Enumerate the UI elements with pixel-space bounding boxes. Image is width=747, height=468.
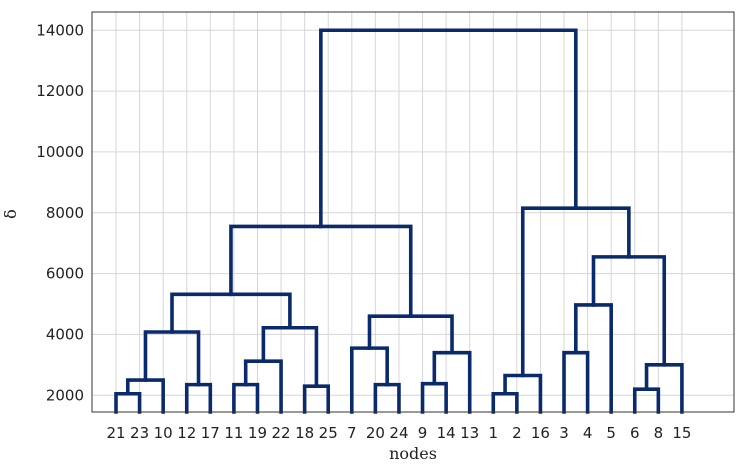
y-tick-label: 8000 bbox=[46, 204, 84, 222]
x-tick-label: 6 bbox=[630, 424, 640, 442]
y-tick-label: 10000 bbox=[36, 143, 84, 161]
y-tick-label: 2000 bbox=[46, 386, 84, 404]
y-axis-label: δ bbox=[1, 209, 20, 219]
dendrogram-link-24 bbox=[319, 28, 578, 229]
dendrogram-link-6 bbox=[243, 359, 283, 414]
x-tick-label: 20 bbox=[366, 424, 385, 442]
x-tick-label: 3 bbox=[559, 424, 569, 442]
dendrogram-link-7 bbox=[302, 384, 331, 414]
dendrogram-link-2 bbox=[125, 378, 165, 414]
dendrogram-link-5 bbox=[232, 382, 260, 414]
dendrogram-link-19 bbox=[574, 303, 613, 414]
dendrogram-link-20 bbox=[632, 387, 661, 414]
x-tick-label: 4 bbox=[583, 424, 593, 442]
x-tick-label: 18 bbox=[295, 424, 314, 442]
dendrogram-link-3 bbox=[184, 382, 213, 414]
y-axis-ticks: 2000 4000 6000 8000 10000 12000 14000 bbox=[36, 21, 84, 404]
x-tick-label: 17 bbox=[201, 424, 220, 442]
x-tick-label: 23 bbox=[130, 424, 149, 442]
x-tick-label: 7 bbox=[347, 424, 357, 442]
x-tick-label: 25 bbox=[319, 424, 338, 442]
dendrogram-link-16 bbox=[491, 391, 519, 414]
x-tick-label: 10 bbox=[154, 424, 173, 442]
dendrogram-link-22 bbox=[591, 255, 667, 367]
y-tick-label: 4000 bbox=[46, 325, 84, 343]
dendrogram-link-18 bbox=[562, 350, 590, 414]
x-tick-label: 22 bbox=[272, 424, 291, 442]
x-tick-label: 13 bbox=[460, 424, 479, 442]
dendrogram-link-4 bbox=[143, 330, 201, 387]
x-tick-label: 2 bbox=[512, 424, 522, 442]
x-tick-label: 16 bbox=[531, 424, 550, 442]
x-tick-label: 14 bbox=[437, 424, 456, 442]
dendrogram-link-12 bbox=[420, 381, 448, 414]
x-tick-label: 5 bbox=[606, 424, 616, 442]
x-tick-label: 24 bbox=[389, 424, 408, 442]
x-tick-label: 15 bbox=[672, 424, 691, 442]
y-tick-label: 14000 bbox=[36, 21, 84, 39]
x-tick-label: 21 bbox=[106, 424, 125, 442]
dendrogram-link-8 bbox=[261, 325, 319, 388]
x-tick-label: 19 bbox=[248, 424, 267, 442]
dendrogram-link-10 bbox=[373, 382, 401, 414]
x-tick-label: 8 bbox=[654, 424, 664, 442]
x-axis-label: nodes bbox=[389, 444, 437, 463]
x-tick-label: 11 bbox=[224, 424, 243, 442]
dendrogram-link-11 bbox=[350, 346, 389, 414]
dendrogram-links bbox=[114, 28, 684, 414]
y-tick-label: 12000 bbox=[36, 82, 84, 100]
x-tick-label: 9 bbox=[418, 424, 428, 442]
x-tick-label: 1 bbox=[489, 424, 499, 442]
y-tick-label: 6000 bbox=[46, 265, 84, 283]
x-tick-label: 12 bbox=[177, 424, 196, 442]
x-axis-ticks: 21 23 10 12 17 11 19 22 18 25 7 20 24 9 14 13 1 2 16 3 4 5 6 8 1… bbox=[106, 424, 691, 442]
plot-frame bbox=[91, 11, 735, 413]
dendrogram-link-1 bbox=[114, 391, 142, 414]
grid bbox=[92, 12, 734, 412]
